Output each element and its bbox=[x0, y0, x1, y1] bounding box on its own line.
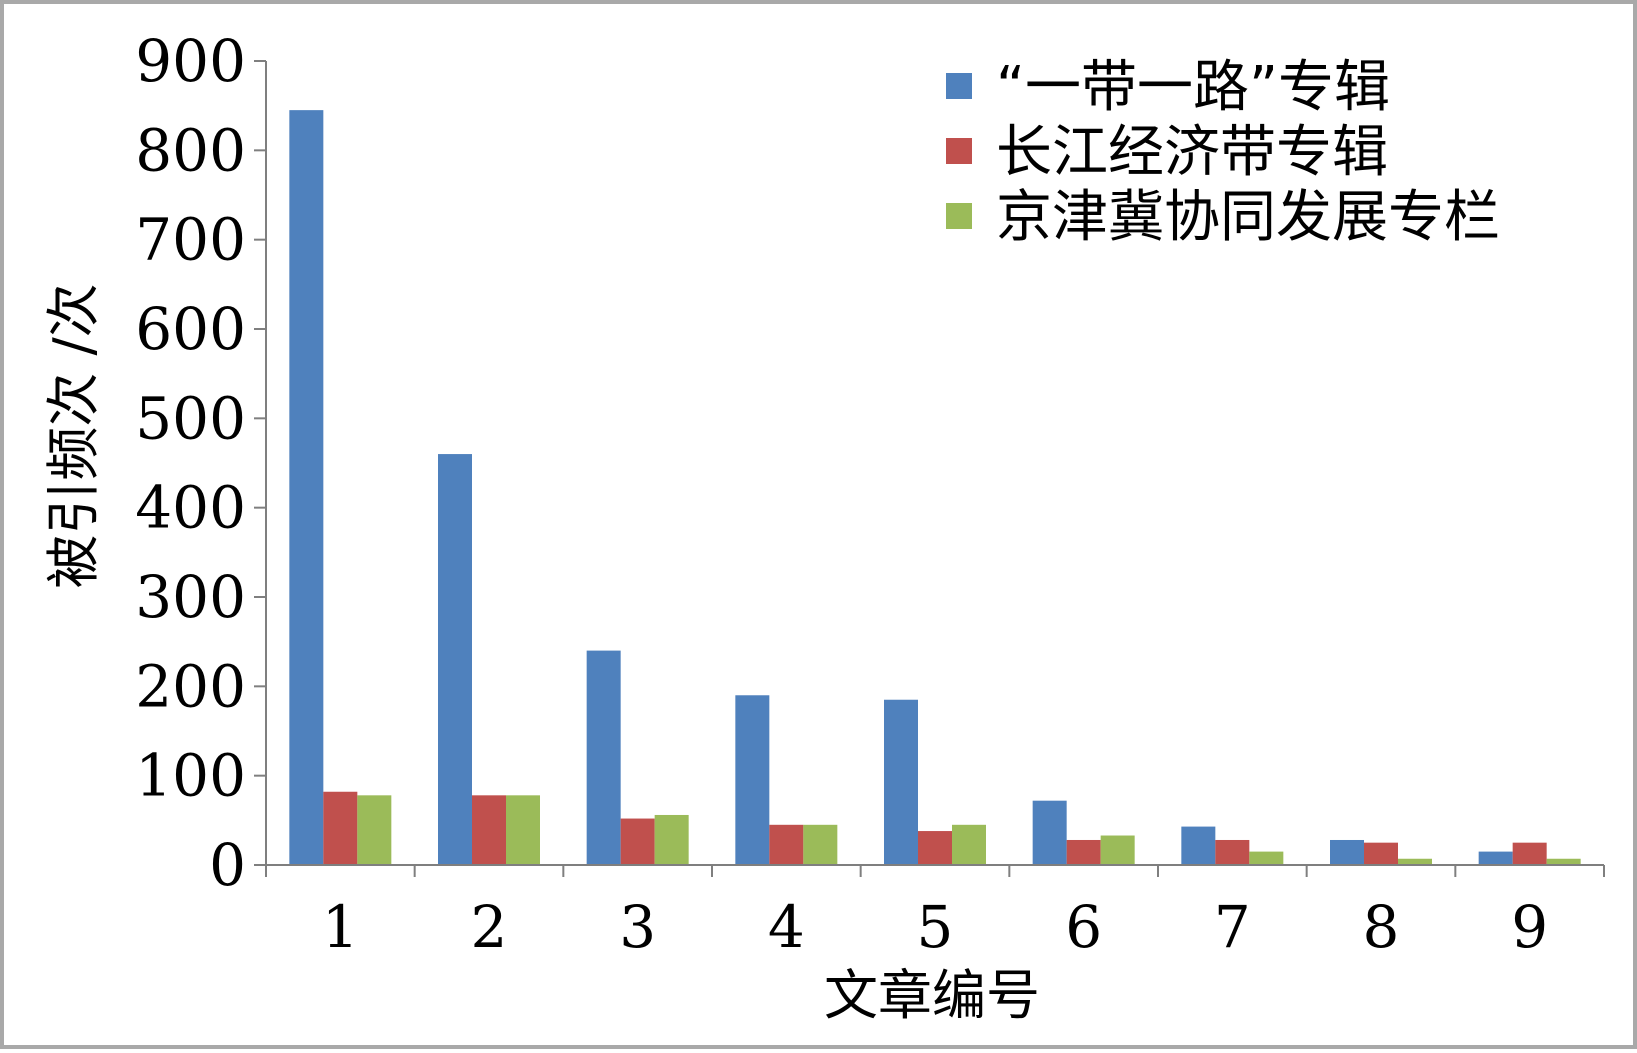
bar-series-1-article-6 bbox=[1032, 800, 1067, 865]
bar-chart: 0 100 200 300 400 500 600 700 800 900 1 2 3 4 5 6 7 8 9 被… bbox=[42, 27, 1605, 1027]
bar-series-2-article-9 bbox=[1512, 842, 1547, 865]
y-tick-label: 300 bbox=[135, 563, 246, 631]
y-axis-title: 被引频次 /次 bbox=[42, 283, 105, 588]
legend-swatch-1 bbox=[946, 73, 972, 99]
bar-series-3-article-6 bbox=[1100, 835, 1135, 865]
x-tick-label: 7 bbox=[1214, 893, 1251, 961]
bar-series-1-article-1 bbox=[289, 110, 324, 866]
bar-series-1-article-4 bbox=[735, 695, 770, 865]
y-tick-label: 800 bbox=[135, 116, 246, 184]
bar-series-3-article-1 bbox=[357, 795, 392, 865]
y-tick-label: 700 bbox=[135, 206, 246, 274]
bar-series-2-article-6 bbox=[1066, 839, 1101, 865]
y-tick-label: 0 bbox=[209, 831, 246, 899]
bar-series-2-article-8 bbox=[1364, 842, 1398, 865]
bar-series-3-article-5 bbox=[952, 824, 986, 865]
bar-series-2-article-5 bbox=[918, 831, 952, 865]
x-tick-label: 3 bbox=[619, 893, 656, 961]
x-tick-label: 9 bbox=[1511, 893, 1548, 961]
bars-group bbox=[289, 110, 1581, 866]
bar-series-1-article-3 bbox=[586, 650, 621, 865]
y-axis-ticks: 0 100 200 300 400 500 600 700 800 900 bbox=[135, 27, 266, 899]
x-axis-title: 文章编号 bbox=[824, 964, 1040, 1027]
bar-series-1-article-5 bbox=[884, 699, 918, 865]
bar-series-1-article-8 bbox=[1330, 839, 1364, 865]
x-tick-label: 1 bbox=[322, 893, 359, 961]
bar-series-1-article-2 bbox=[438, 454, 472, 865]
legend-label-3: 京津冀协同发展专栏 bbox=[996, 185, 1500, 250]
bar-series-3-article-8 bbox=[1398, 858, 1432, 865]
bar-series-2-article-3 bbox=[620, 818, 655, 865]
bar-series-3-article-3 bbox=[654, 814, 689, 865]
legend-swatch-3 bbox=[946, 203, 972, 229]
x-tick-label: 4 bbox=[768, 893, 805, 961]
bar-series-1-article-9 bbox=[1478, 851, 1513, 865]
y-tick-label: 100 bbox=[135, 742, 246, 810]
y-tick-label: 400 bbox=[135, 474, 246, 542]
x-tick-label: 8 bbox=[1363, 893, 1400, 961]
bar-series-3-article-9 bbox=[1546, 858, 1581, 865]
bar-series-2-article-4 bbox=[769, 824, 804, 865]
y-tick-label: 600 bbox=[135, 295, 246, 363]
x-tick-label: 2 bbox=[471, 893, 508, 961]
bar-series-2-article-1 bbox=[323, 791, 358, 865]
legend-label-1: “一带一路”专辑 bbox=[996, 55, 1390, 120]
legend-swatch-2 bbox=[946, 138, 972, 164]
bar-series-3-article-7 bbox=[1249, 851, 1284, 865]
legend-label-2: 长江经济带专辑 bbox=[996, 120, 1388, 185]
bar-series-3-article-2 bbox=[506, 795, 540, 865]
bar-series-2-article-2 bbox=[472, 795, 506, 865]
x-tick-label: 6 bbox=[1065, 893, 1102, 961]
y-tick-label: 900 bbox=[135, 27, 246, 95]
bar-series-1-article-7 bbox=[1181, 826, 1216, 865]
y-tick-label: 200 bbox=[135, 652, 246, 720]
bar-series-3-article-4 bbox=[803, 824, 838, 865]
bar-series-2-article-7 bbox=[1215, 839, 1250, 865]
y-tick-label: 500 bbox=[135, 384, 246, 452]
x-tick-label: 5 bbox=[917, 893, 954, 961]
x-axis-ticks: 1 2 3 4 5 6 7 8 9 bbox=[265, 865, 1605, 961]
